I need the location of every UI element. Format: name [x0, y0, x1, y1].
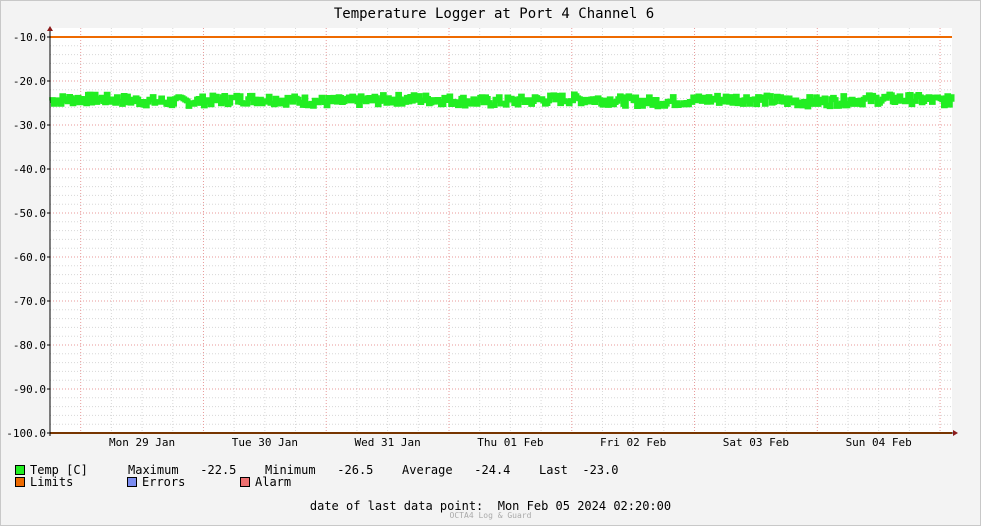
x-tick-label: Thu 01 Feb [477, 436, 543, 449]
legend-minimum: Minimum -26.5 [265, 463, 402, 477]
x-tick-label: Wed 31 Jan [354, 436, 420, 449]
legend-limits-label: Limits [30, 475, 74, 489]
legend-item-errors: Errors [127, 475, 240, 489]
legend-average: Average -24.4 [402, 463, 539, 477]
legend-temp-label: Temp [C] [30, 463, 88, 477]
alarm-swatch-icon [240, 477, 250, 487]
legend-errors-label: Errors [142, 475, 186, 489]
legend-item-temp: Temp [C] [15, 463, 128, 477]
axes [47, 26, 958, 436]
last-point-value: Mon Feb 05 2024 02:20:00 [497, 499, 672, 513]
y-axis-arrow-icon [47, 26, 53, 31]
legend-row-stats: Temp [C] Maximum -22.5 Minimum -26.5 Ave… [15, 463, 618, 477]
legend-alarm-label: Alarm [255, 475, 292, 489]
average-value: -24.4 [474, 463, 511, 477]
y-tick-label: -50.0 [13, 207, 46, 220]
last-data-point: date of last data point: Mon Feb 05 2024… [0, 499, 981, 513]
y-tick-label: -30.0 [13, 119, 46, 132]
minimum-label: Minimum [265, 463, 316, 477]
temp-swatch-icon [15, 465, 25, 475]
legend-row-series: Limits Errors Alarm [15, 475, 291, 489]
last-label: Last [539, 463, 568, 477]
legend-maximum: Maximum -22.5 [128, 463, 265, 477]
x-tick-label: Sun 04 Feb [846, 436, 912, 449]
y-tick-labels: -10.0 -20.0 -30.0 -40.0 -50.0 -60.0 -70.0 -80.0… [6, 31, 50, 440]
y-tick-label: -100.0 [6, 427, 46, 440]
x-tick-label: Tue 30 Jan [232, 436, 298, 449]
y-tick-label: -20.0 [13, 75, 46, 88]
x-tick-labels: Mon 29 Jan Tue 30 Jan Wed 31 Jan Thu 01 Feb… [109, 436, 912, 449]
y-tick-label: -90.0 [13, 383, 46, 396]
minimum-value: -26.5 [337, 463, 374, 477]
minor-grid [50, 28, 952, 433]
last-value: -23.0 [582, 463, 619, 477]
maximum-label: Maximum [128, 463, 179, 477]
x-tick-label: Mon 29 Jan [109, 436, 175, 449]
chart-title: Temperature Logger at Port 4 Channel 6 [334, 6, 654, 22]
maximum-value: -22.5 [200, 463, 237, 477]
average-label: Average [402, 463, 453, 477]
temp-series [49, 91, 955, 110]
errors-swatch-icon [127, 477, 137, 487]
y-tick-label: -80.0 [13, 339, 46, 352]
y-tick-label: -60.0 [13, 251, 46, 264]
x-tick-label: Sat 03 Feb [723, 436, 789, 449]
temp-series-line [49, 91, 955, 110]
y-tick-label: -10.0 [13, 31, 46, 44]
legend-item-limits: Limits [15, 475, 127, 489]
limits-swatch-icon [15, 477, 25, 487]
y-tick-label: -70.0 [13, 295, 46, 308]
x-tick-label: Fri 02 Feb [600, 436, 666, 449]
legend-last: Last -23.0 [539, 463, 618, 477]
x-axis-arrow-icon [953, 430, 958, 436]
watermark: OCTA4 Log & Guard [449, 511, 532, 520]
last-point-label: date of last data point: [309, 499, 484, 513]
legend-item-alarm: Alarm [240, 475, 291, 489]
y-tick-label: -40.0 [13, 163, 46, 176]
